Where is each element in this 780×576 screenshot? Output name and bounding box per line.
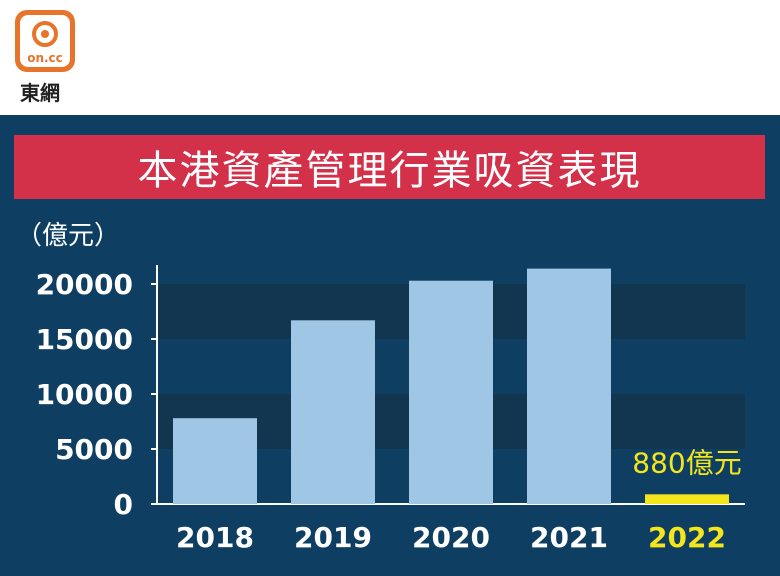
logo-brand: on.cc [27, 51, 63, 65]
bar-2019 [291, 320, 375, 504]
x-tick-label: 2020 [412, 521, 490, 554]
chart-title: 本港資產管理行業吸資表現 [14, 135, 765, 199]
y-tick-label: 10000 [36, 378, 133, 411]
y-tick-label: 0 [114, 488, 133, 521]
logo: on.cc 東網 [12, 10, 82, 105]
y-tick-label: 20000 [36, 268, 133, 301]
bar-2021 [527, 268, 611, 504]
bar-2018 [173, 418, 257, 504]
bar-chart: 0 5000 10000 15000 20000 2018 2019 2020 2021 2022… [36, 265, 745, 554]
x-tick-label: 2018 [176, 521, 254, 554]
logo-icon: on.cc [15, 10, 75, 72]
chart-panel: 本港資產管理行業吸資表現 （億元） [0, 115, 780, 576]
y-tick-label: 5000 [55, 433, 133, 466]
logo-name: 東網 [20, 81, 60, 105]
bar-2022 [645, 494, 729, 504]
x-tick-label: 2022 [648, 521, 726, 554]
y-tick-label: 15000 [36, 323, 133, 356]
unit-label: （億元） [16, 221, 121, 251]
x-tick-label: 2021 [530, 521, 608, 554]
x-tick-label: 2019 [294, 521, 372, 554]
data-label: 880億元 [632, 446, 741, 479]
bar-2020 [409, 280, 493, 504]
